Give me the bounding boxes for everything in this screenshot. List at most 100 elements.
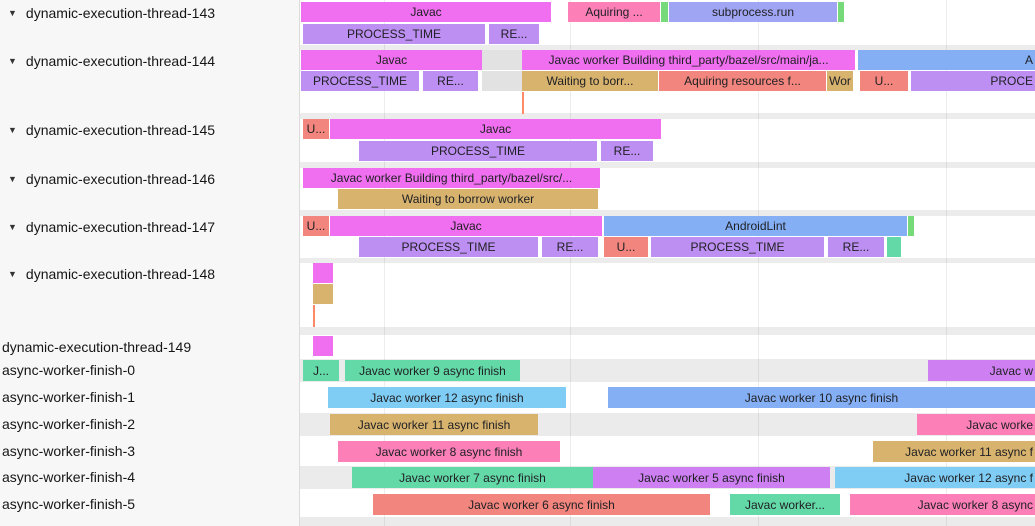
trace-slice[interactable]: PROCESS_TIME	[303, 24, 485, 44]
trace-slice[interactable]: Javac worker...	[730, 494, 840, 515]
trace-slice[interactable]: RE...	[601, 141, 653, 161]
track-label-row[interactable]: ▼ dynamic-execution-thread-143	[0, 2, 299, 24]
instant-event-marker[interactable]	[313, 305, 315, 327]
track-row: Waiting to borrow worker	[300, 189, 1035, 210]
collapse-triangle-icon[interactable]: ▼	[8, 174, 17, 184]
trace-slice[interactable]: RE...	[423, 71, 478, 91]
trace-slice[interactable]: Javac worker Building third_party/bazel/…	[522, 50, 855, 70]
trace-slice[interactable]: Aquiring resources f...	[659, 71, 826, 91]
track-row: Javac worker 7 async finish Javac worker …	[300, 466, 1035, 489]
trace-slice[interactable]: U...	[303, 119, 329, 139]
trace-slice[interactable]: Javac	[301, 50, 482, 70]
trace-slice[interactable]: subprocess.run	[669, 2, 837, 22]
track-row: Javac worker 8 async finish Javac worker …	[300, 440, 1035, 463]
trace-slice[interactable]: Javac worker 5 async finish	[593, 467, 830, 488]
trace-slice[interactable]	[908, 216, 914, 236]
track-label-row[interactable]: ▼ dynamic-execution-thread-146	[0, 168, 299, 190]
track-label-row[interactable]: ▼ dynamic-execution-thread-147	[0, 216, 299, 238]
collapse-triangle-icon[interactable]: ▼	[8, 8, 17, 18]
track-row: Javac worker 12 async finish Javac worker…	[300, 386, 1035, 409]
trace-slice[interactable]	[838, 2, 844, 22]
trace-slice[interactable]: RE...	[489, 24, 539, 44]
track-row: Javac worker 6 async finish Javac worker.…	[300, 493, 1035, 516]
trace-slice[interactable]	[482, 50, 522, 70]
trace-slice[interactable]: PROCESS_TIME	[359, 237, 538, 257]
track-row: Javac Aquiring ... subprocess.run	[300, 2, 1035, 23]
trace-slice[interactable]: Javac worker 12 async f	[835, 467, 1035, 488]
trace-slice[interactable]	[887, 237, 901, 257]
trace-slice[interactable]	[661, 2, 668, 22]
trace-slice[interactable]: Javac worker 6 async finish	[373, 494, 710, 515]
trace-slice[interactable]: Javac worker 12 async finish	[328, 387, 566, 408]
trace-slice[interactable]: RE...	[542, 237, 598, 257]
track-label-row[interactable]: async-worker-finish-0	[0, 359, 301, 381]
trace-slice[interactable]: PROCESS_TIME	[301, 71, 419, 91]
trace-slice[interactable]: Wor	[827, 71, 853, 91]
track-row	[300, 517, 1035, 526]
collapse-triangle-icon[interactable]: ▼	[8, 56, 17, 66]
trace-slice[interactable]: Aquiring ...	[568, 2, 660, 22]
collapse-triangle-icon[interactable]: ▼	[8, 125, 17, 135]
track-label-row[interactable]: async-worker-finish-3	[0, 440, 301, 462]
trace-slice[interactable]: A	[858, 50, 1035, 70]
trace-slice[interactable]: Javac worker 8 async	[850, 494, 1035, 515]
track-row: PROCESS_TIME RE...	[300, 24, 1035, 45]
trace-slice[interactable]: Javac worker 11 async finish	[330, 414, 538, 435]
track-row	[300, 210, 1035, 216]
track-label: dynamic-execution-thread-146	[25, 171, 216, 187]
track-label-row[interactable]: ▼ dynamic-execution-thread-144	[0, 50, 299, 72]
trace-slice[interactable]: AndroidLint	[604, 216, 907, 236]
track-label-row[interactable]: async-worker-finish-1	[0, 386, 301, 408]
trace-slice[interactable]: Waiting to borrow worker	[338, 189, 598, 209]
trace-slice[interactable]: Javac worker 11 async f	[873, 441, 1035, 462]
trace-slice[interactable]: Javac worker Building third_party/bazel/…	[303, 168, 600, 188]
trace-slice[interactable]	[313, 284, 333, 304]
trace-slice[interactable]	[313, 336, 333, 356]
track-label: async-worker-finish-2	[2, 416, 136, 432]
trace-slice[interactable]: Javac w	[928, 360, 1035, 381]
track-row	[300, 327, 1035, 335]
track-label-row[interactable]: async-worker-finish-5	[0, 493, 301, 515]
trace-slice[interactable]: RE...	[828, 237, 884, 257]
trace-slice[interactable]: PROCE	[911, 71, 1035, 91]
trace-slice[interactable]: U...	[303, 216, 329, 236]
track-label: dynamic-execution-thread-143	[25, 5, 216, 21]
track-label: async-worker-finish-4	[2, 469, 136, 485]
track-row	[300, 284, 1035, 305]
trace-slice[interactable]: Javac worke	[917, 414, 1035, 435]
track-label: dynamic-execution-thread-144	[25, 53, 216, 69]
track-row: Javac worker 11 async finish Javac worke	[300, 413, 1035, 436]
trace-slice[interactable]: Javac	[301, 2, 551, 22]
trace-slice[interactable]: Javac	[330, 119, 661, 139]
trace-slice[interactable]: Waiting to borr...	[522, 71, 658, 91]
track-label: dynamic-execution-thread-145	[25, 122, 216, 138]
gridline	[946, 0, 947, 526]
trace-slice[interactable]: Javac worker 10 async finish	[608, 387, 1035, 408]
trace-slice[interactable]	[313, 263, 333, 283]
trace-slice[interactable]: PROCESS_TIME	[359, 141, 597, 161]
trace-slice[interactable]: Javac worker 8 async finish	[338, 441, 560, 462]
trace-slice[interactable]: Javac worker 9 async finish	[345, 360, 520, 381]
track-label-row[interactable]: async-worker-finish-2	[0, 413, 301, 435]
track-label-row[interactable]: async-worker-finish-4	[0, 466, 301, 488]
trace-slice[interactable]: U...	[604, 237, 648, 257]
timeline[interactable]: Javac Aquiring ... subprocess.run PROCESS_T…	[300, 0, 1035, 526]
track-label: dynamic-execution-thread-149	[2, 339, 192, 355]
trace-slice[interactable]	[482, 71, 522, 91]
instant-event-marker[interactable]	[522, 92, 524, 114]
trace-slice[interactable]: Javac worker 7 async finish	[352, 467, 593, 488]
trace-slice[interactable]: U...	[860, 71, 908, 91]
collapse-triangle-icon[interactable]: ▼	[8, 269, 17, 279]
track-row	[300, 336, 1035, 357]
collapse-triangle-icon[interactable]: ▼	[8, 222, 17, 232]
track-row: PROCESS_TIME RE... Waiting to borr... Aquir…	[300, 71, 1035, 92]
track-label-row[interactable]: dynamic-execution-thread-149	[0, 336, 301, 358]
track-label-row[interactable]: ▼ dynamic-execution-thread-148	[0, 263, 299, 285]
trace-slice[interactable]: PROCESS_TIME	[651, 237, 824, 257]
trace-slice[interactable]: Javac	[330, 216, 602, 236]
track-label-row[interactable]: ▼ dynamic-execution-thread-145	[0, 119, 299, 141]
gridline	[570, 0, 571, 526]
track-label: async-worker-finish-1	[2, 389, 136, 405]
trace-slice[interactable]: J...	[303, 360, 339, 381]
